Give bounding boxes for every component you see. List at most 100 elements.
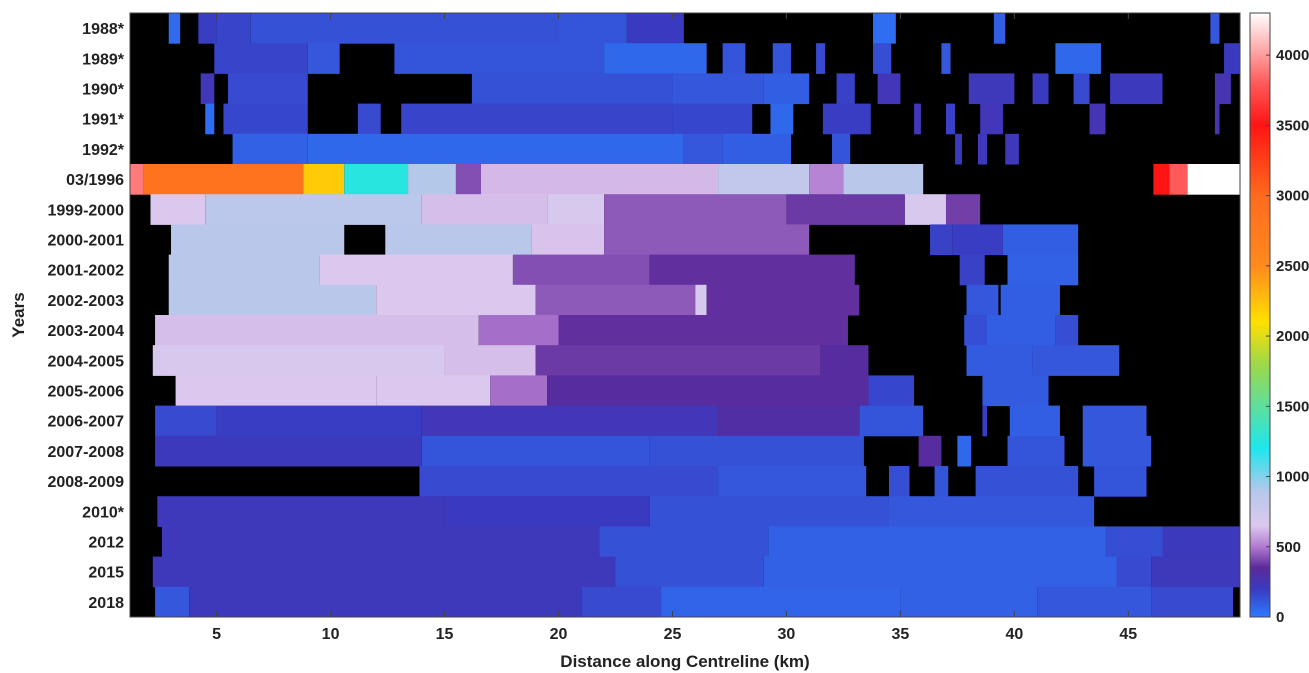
heatmap-cell <box>649 496 889 527</box>
heatmap-cell <box>1037 586 1152 618</box>
y-tick-label: 2018 <box>88 595 124 612</box>
heatmap-cell <box>1089 103 1106 135</box>
heatmap-cell <box>836 73 855 105</box>
heatmap-cell <box>930 224 953 256</box>
heatmap-cell <box>615 556 764 588</box>
heatmap-cell <box>155 435 422 467</box>
heatmap-cell <box>820 345 869 376</box>
y-tick-label: 2005-2006 <box>47 384 124 401</box>
heatmap-cell <box>1002 224 1079 256</box>
heatmap-cell <box>1055 315 1079 346</box>
y-tick-label: 2012 <box>88 535 124 552</box>
y-tick-label: 2010* <box>82 504 125 521</box>
y-tick-label: 03/1996 <box>66 172 124 189</box>
y-tick-label: 2004-2005 <box>47 353 124 370</box>
heatmap-cell <box>718 405 860 437</box>
heatmap-cell <box>357 103 381 135</box>
colorbar-tick-label: 2000 <box>1276 328 1309 345</box>
heatmap-cell <box>205 103 215 135</box>
colorbar-tick-label: 4000 <box>1276 47 1309 64</box>
x-ticks: 5 10 15 20 25 30 35 40 45 <box>212 13 1137 643</box>
x-tick-label: 15 <box>436 626 454 643</box>
y-tick-label: 1991* <box>82 112 125 129</box>
heatmap-cell <box>918 435 942 467</box>
heatmap-cell <box>955 133 962 165</box>
heatmap-cell <box>959 254 985 286</box>
heatmap-cell <box>547 194 605 225</box>
heatmap-cell <box>904 194 946 225</box>
heatmap-cell <box>143 164 304 195</box>
heatmap-cell <box>975 466 1079 497</box>
heatmap-cell <box>822 103 871 135</box>
heatmap-cell <box>599 526 769 558</box>
colorbar-tick-label: 0 <box>1276 609 1284 626</box>
y-tick-label: 2000-2001 <box>47 233 124 250</box>
heatmap-cell <box>832 133 851 165</box>
heatmap-cell <box>859 405 924 437</box>
heatmap-cell <box>1032 73 1049 105</box>
heatmap-cell <box>1105 526 1163 558</box>
heatmap-cell <box>1151 586 1234 618</box>
heatmap-cell <box>1009 405 1060 437</box>
heatmap-cell <box>547 375 869 407</box>
heatmap-cell <box>478 315 559 346</box>
heatmap-cell <box>531 224 605 256</box>
heatmap-cell <box>168 13 181 44</box>
heatmap-cell <box>977 133 988 165</box>
heatmap-cell <box>966 345 1033 376</box>
heatmap-cell <box>444 345 536 376</box>
heatmap-cell <box>1032 345 1120 376</box>
y-tick-label: 1989* <box>82 51 125 68</box>
heatmap-cell <box>168 254 320 286</box>
heatmap-cell <box>1007 435 1065 467</box>
heatmap-cell <box>232 133 308 165</box>
heatmap-cell <box>401 103 673 135</box>
heatmap-cell <box>1007 254 1079 286</box>
heatmap-cell <box>626 13 684 44</box>
heatmap-cell <box>1162 526 1240 558</box>
heatmap-cell <box>558 13 627 44</box>
heatmap-cell <box>189 586 582 618</box>
heatmap-cell <box>868 375 915 407</box>
y-tick-label: 2007-2008 <box>47 444 124 461</box>
heatmap-cell <box>968 73 1015 105</box>
heatmap-cell <box>649 435 864 467</box>
plot-frame <box>129 12 1241 618</box>
y-tick-label: 1988* <box>82 21 125 38</box>
heatmap-cell <box>1082 435 1152 467</box>
heatmap-cell <box>877 73 901 105</box>
x-tick-label: 45 <box>1119 626 1137 643</box>
heatmap-cell <box>205 194 422 225</box>
heatmap-cell <box>718 164 810 195</box>
heatmap-cell <box>873 43 892 74</box>
heatmap-cell <box>130 164 144 195</box>
heatmap-cell <box>421 435 650 467</box>
heatmap-cell <box>964 315 987 346</box>
heatmap-cell <box>672 73 764 105</box>
y-tick-label: 1999-2000 <box>47 202 124 219</box>
x-axis-title: Distance along Centreline (km) <box>560 652 809 671</box>
heatmap-cell <box>1055 43 1101 74</box>
heatmap-cell <box>993 13 1006 44</box>
heatmap-cell <box>200 73 215 105</box>
heatmap-cell <box>982 405 987 437</box>
heatmap-cell <box>661 586 901 618</box>
y-axis-title: Years <box>9 292 28 337</box>
heatmap-cell <box>228 73 308 105</box>
heatmap-cell <box>421 194 548 225</box>
heatmap-cell <box>695 284 707 316</box>
colorbar-tick-label: 3000 <box>1276 188 1309 205</box>
heatmap-cell <box>307 43 340 74</box>
y-tick-labels: 1988* 1989* 1990* 1991* 1992* 03/1996 1999-200… <box>47 21 124 612</box>
colorbar-ticks: 0 500 1000 1500 2000 2500 3000 3500 4000 <box>1266 47 1309 626</box>
heatmap-cell <box>718 466 867 497</box>
heatmap-cell <box>455 164 481 195</box>
heatmap-cell <box>155 315 479 346</box>
heatmap-cell <box>512 254 650 286</box>
heatmap-cell <box>763 73 810 105</box>
heatmap-cell <box>581 586 662 618</box>
heatmap-cell <box>421 405 719 437</box>
heatmap-cell <box>1210 13 1220 44</box>
y-tick-label: 2006-2007 <box>47 414 124 431</box>
heatmap-cell <box>471 73 673 105</box>
